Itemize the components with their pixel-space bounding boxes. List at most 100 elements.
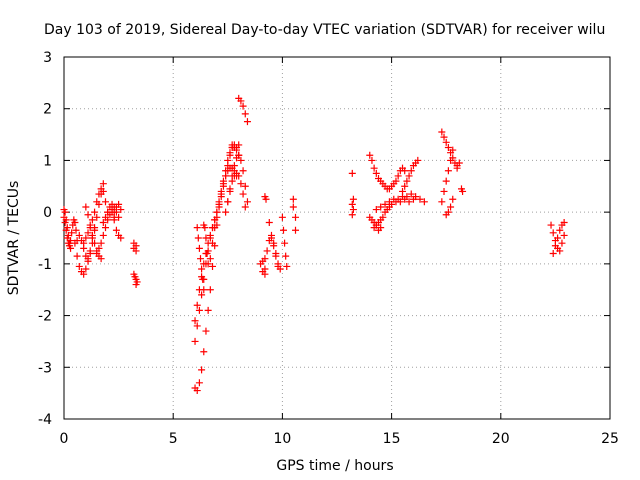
- data-point: [444, 208, 452, 216]
- data-point: [348, 169, 356, 177]
- series-arc-36: [442, 195, 457, 219]
- data-point: [115, 200, 123, 208]
- series-arc-30: [366, 195, 417, 229]
- data-point: [193, 387, 201, 395]
- grid-lines: [64, 57, 610, 419]
- data-point: [438, 198, 446, 206]
- data-point: [235, 172, 243, 180]
- data-point: [272, 252, 280, 260]
- data-point: [440, 187, 448, 195]
- y-tick-label: 0: [43, 205, 52, 221]
- data-point: [447, 156, 455, 164]
- data-point: [95, 244, 103, 252]
- data-point: [201, 224, 209, 232]
- data-point: [438, 128, 446, 136]
- data-point: [193, 322, 201, 330]
- data-point: [560, 231, 568, 239]
- data-point: [226, 151, 234, 159]
- data-point: [274, 260, 282, 268]
- series-arc-32: [399, 156, 422, 195]
- data-point: [195, 379, 203, 387]
- series-arc-16: [193, 224, 208, 294]
- data-point: [71, 218, 79, 226]
- data-point: [215, 200, 223, 208]
- data-point: [265, 218, 273, 226]
- series-arc-2: [60, 206, 75, 252]
- x-tick-label: 10: [273, 431, 291, 447]
- data-point: [455, 159, 463, 167]
- data-point: [237, 180, 245, 188]
- data-point: [283, 262, 291, 270]
- data-point: [547, 221, 555, 229]
- data-point: [204, 306, 212, 314]
- data-point: [348, 200, 356, 208]
- series-arc-27: [289, 195, 300, 234]
- data-point: [97, 255, 105, 263]
- series-arc-29: [366, 151, 409, 193]
- data-point: [556, 226, 564, 234]
- data-point: [88, 231, 96, 239]
- series-arc-12: [130, 270, 141, 289]
- x-tick-label: 0: [60, 431, 69, 447]
- data-point: [80, 239, 88, 247]
- data-point: [72, 226, 80, 234]
- data-point: [75, 231, 83, 239]
- data-point: [394, 172, 402, 180]
- data-points: [60, 94, 568, 395]
- data-point: [209, 239, 217, 247]
- data-point: [372, 221, 380, 229]
- data-point: [202, 327, 210, 335]
- data-point: [62, 216, 70, 224]
- data-point: [64, 231, 72, 239]
- data-point: [243, 198, 251, 206]
- data-point: [211, 224, 219, 232]
- data-point: [115, 213, 123, 221]
- data-point: [261, 265, 269, 273]
- data-point: [200, 286, 208, 294]
- data-point: [63, 224, 71, 232]
- series-arc-33: [370, 221, 385, 234]
- data-point: [202, 234, 210, 242]
- data-point: [401, 182, 409, 190]
- data-point: [420, 198, 428, 206]
- data-point: [197, 255, 204, 263]
- y-tick-label: -3: [38, 360, 52, 376]
- axis-ticks: [63, 56, 611, 420]
- data-point: [191, 317, 199, 325]
- data-point: [84, 229, 92, 237]
- data-point: [270, 242, 278, 250]
- data-point: [442, 177, 450, 185]
- chart-title: Day 103 of 2019, Sidereal Day-to-day VTE…: [44, 22, 605, 38]
- series-arc-28: [348, 169, 357, 219]
- data-point: [349, 195, 357, 203]
- data-point: [377, 203, 385, 211]
- data-point: [198, 366, 206, 374]
- data-point: [213, 213, 221, 221]
- data-point: [235, 151, 243, 159]
- data-point: [203, 250, 211, 258]
- data-point: [99, 180, 107, 188]
- data-point: [82, 265, 90, 273]
- data-point: [132, 247, 140, 255]
- data-point: [279, 226, 287, 234]
- data-point: [97, 239, 105, 247]
- data-point: [217, 193, 225, 201]
- data-point: [381, 200, 389, 208]
- y-tick-label: -4: [38, 412, 52, 428]
- data-point: [222, 172, 230, 180]
- data-point: [368, 156, 376, 164]
- data-point: [206, 231, 214, 239]
- data-point: [80, 270, 88, 278]
- data-point: [403, 177, 411, 185]
- data-point: [551, 242, 559, 250]
- data-point: [99, 231, 107, 239]
- series-arc-24: [259, 265, 269, 278]
- data-point: [75, 262, 83, 270]
- data-point: [95, 190, 103, 198]
- data-point: [82, 203, 90, 211]
- series-arc-25: [261, 193, 270, 203]
- data-point: [93, 213, 101, 221]
- x-tick-label: 20: [492, 431, 510, 447]
- data-point: [442, 138, 450, 146]
